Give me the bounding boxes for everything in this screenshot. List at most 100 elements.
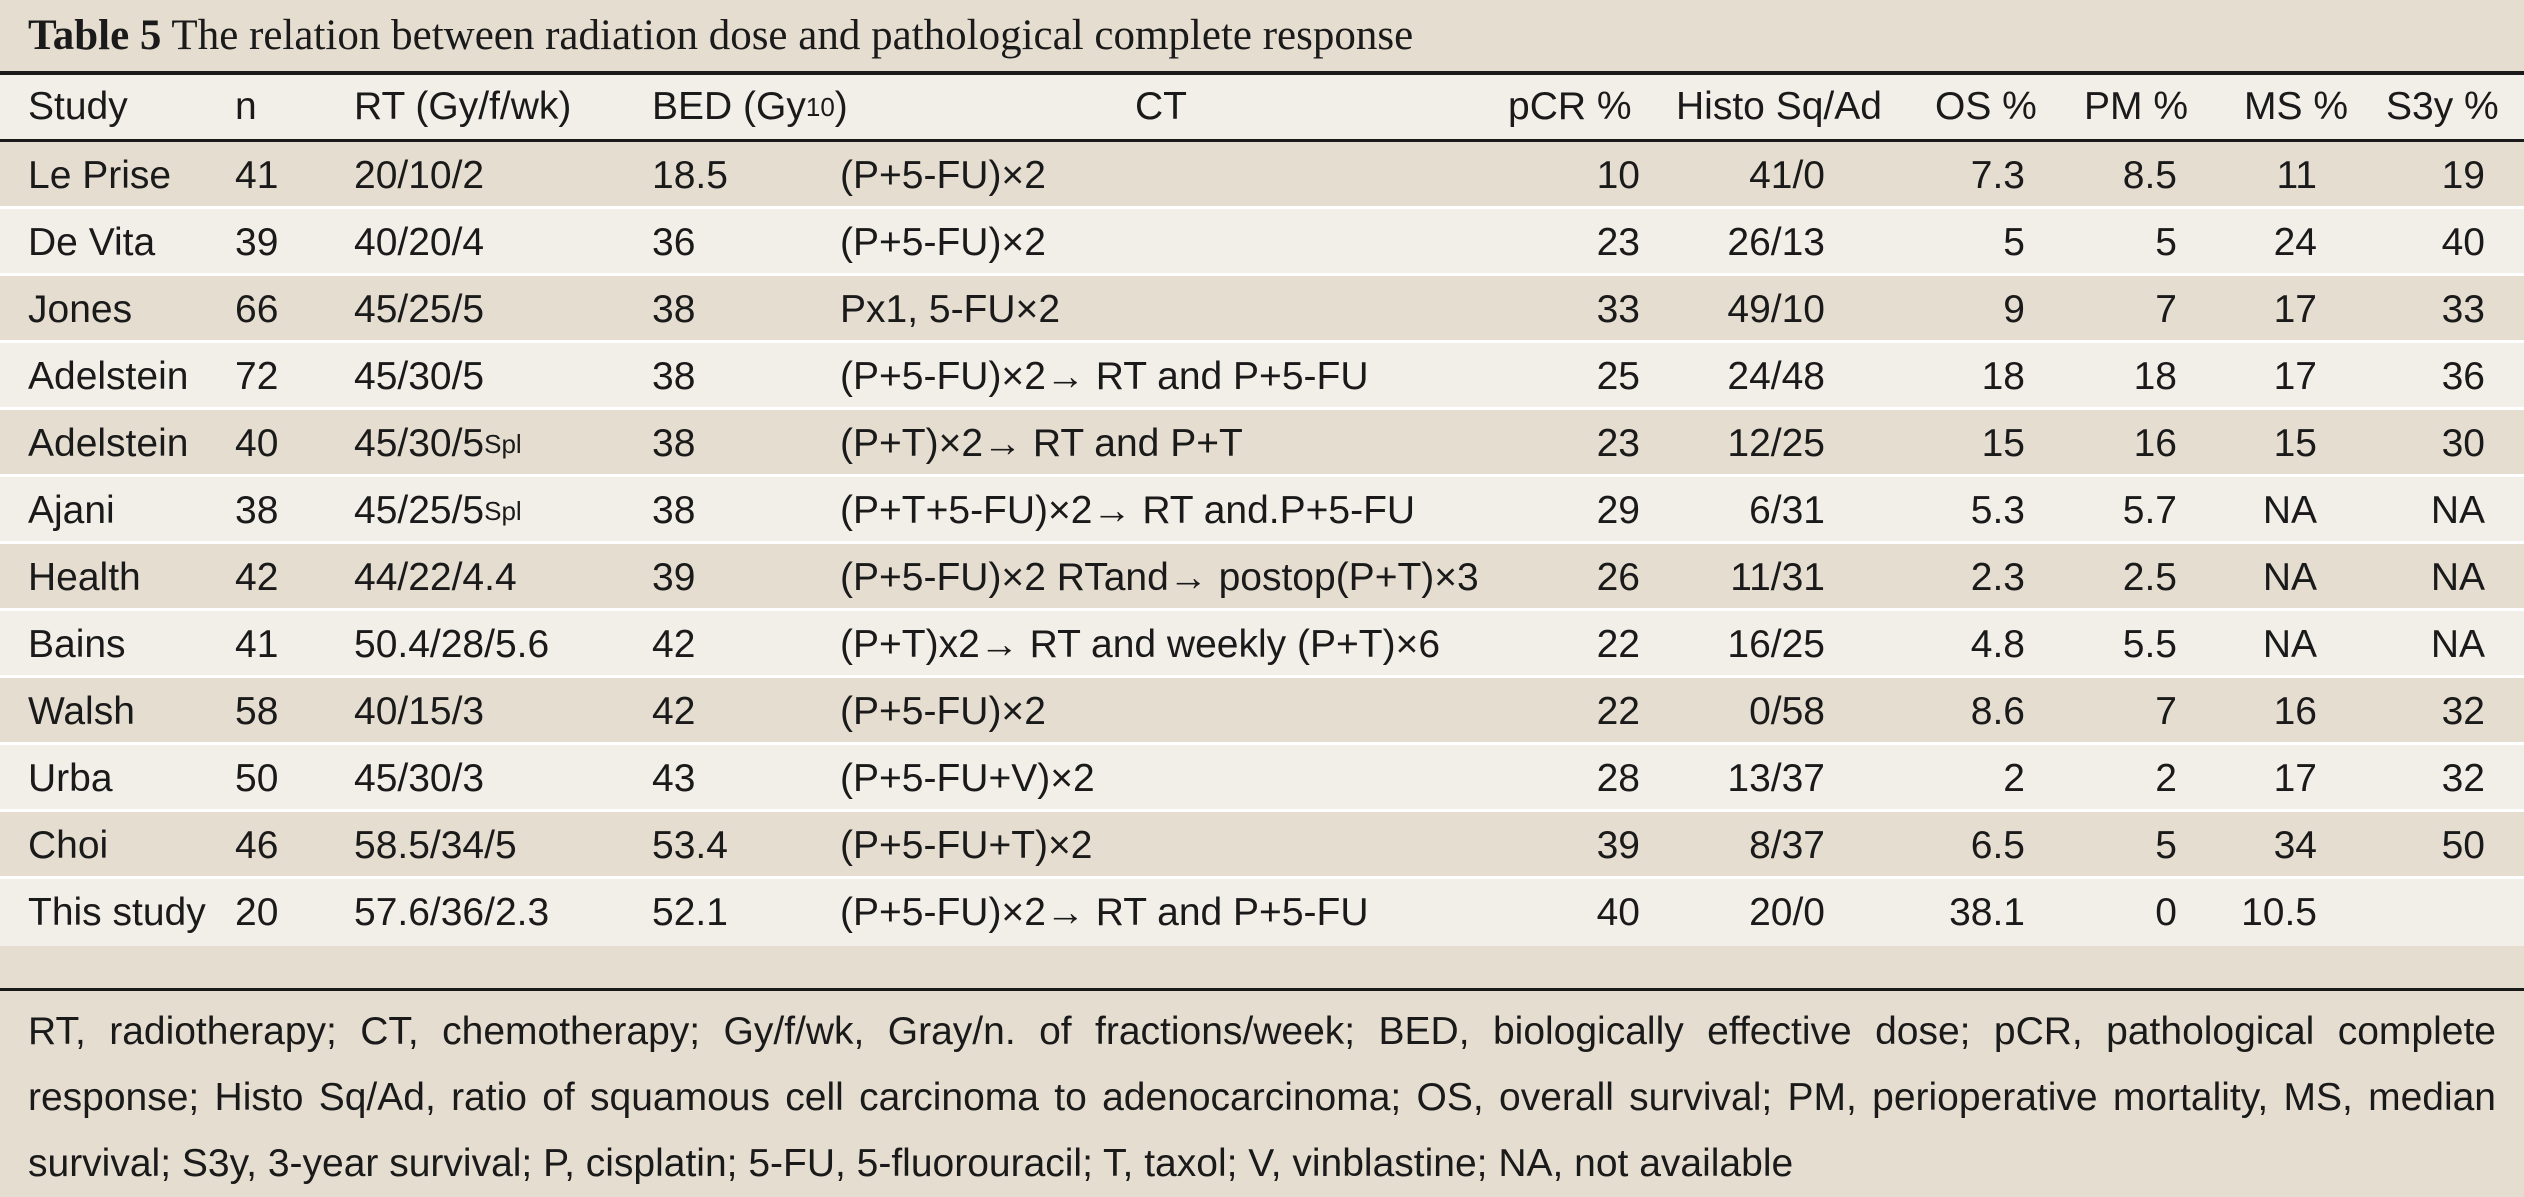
cell-ct-text: (P+5-FU)×2 bbox=[840, 689, 1046, 733]
table-caption: Table 5 The relation between radiation d… bbox=[0, 0, 2524, 71]
cell-study: Bains bbox=[28, 611, 126, 678]
header-pcr: pCR % bbox=[1508, 85, 1632, 128]
header-bed: BED (Gy 10) bbox=[652, 75, 848, 139]
cell-s3y-text: 32 bbox=[2441, 689, 2485, 733]
cell-ct: (P+T)×2→ RT and P+T bbox=[840, 410, 1243, 477]
cell-os: 2.3 bbox=[1840, 544, 2025, 611]
cell-pm-text: 0 bbox=[2155, 890, 2177, 934]
cell-histo: 16/25 bbox=[1640, 611, 1825, 678]
cell-pm: 16 bbox=[2060, 410, 2177, 477]
cell-bed-text: 38 bbox=[652, 488, 696, 532]
cell-pm: 5.5 bbox=[2060, 611, 2177, 678]
cell-rt: 20/10/2 bbox=[354, 142, 484, 209]
cell-pm: 5 bbox=[2060, 209, 2177, 276]
cell-s3y-text: 19 bbox=[2441, 153, 2485, 197]
cell-pm-text: 8.5 bbox=[2122, 153, 2177, 197]
cell-ct-text: Px1, 5-FU×2 bbox=[840, 287, 1061, 331]
cell-s3y-text: 36 bbox=[2441, 354, 2485, 398]
cell-pcr: 22 bbox=[1480, 611, 1640, 678]
cell-ct: (P+5-FU)×2 bbox=[840, 209, 1046, 276]
cell-histo: 8/37 bbox=[1640, 812, 1825, 879]
cell-bed: 38 bbox=[652, 276, 695, 343]
cell-ms: 17 bbox=[2200, 276, 2317, 343]
table-row: Le Prise 41 20/10/2 18.5 (P+5-FU)×2 10 41/0 7.3… bbox=[0, 142, 2524, 209]
cell-study-text: Jones bbox=[28, 287, 133, 331]
cell-ct: (P+5-FU)×2 RTand→ postop(P+T)×3 bbox=[840, 544, 1479, 611]
cell-pcr: 40 bbox=[1480, 879, 1640, 946]
header-bed-label: BED (Gy bbox=[652, 85, 806, 128]
cell-bed-text: 39 bbox=[652, 555, 696, 599]
cell-ms-text: NA bbox=[2262, 555, 2317, 599]
cell-rt-text: 57.6/36/2.3 bbox=[354, 890, 550, 934]
cell-bed-text: 52.1 bbox=[652, 890, 728, 934]
cell-study-text: Health bbox=[28, 555, 141, 599]
cell-s3y: 50 bbox=[2340, 812, 2485, 879]
table-row: Adelstein 72 45/30/5 38 (P+5-FU)×2→ RT and P… bbox=[0, 343, 2524, 410]
cell-os: 2 bbox=[1840, 745, 2025, 812]
table-row: De Vita 39 40/20/4 36 (P+5-FU)×2 23 26/13 5 5 24 4… bbox=[0, 209, 2524, 276]
header-bed-subscript: 10 bbox=[805, 91, 835, 122]
cell-n-text: 66 bbox=[235, 287, 279, 331]
cell-s3y-text: 30 bbox=[2441, 421, 2485, 465]
cell-study: De Vita bbox=[28, 209, 155, 276]
row-separator bbox=[0, 407, 2524, 410]
cell-pcr: 25 bbox=[1480, 343, 1640, 410]
cell-n-text: 50 bbox=[235, 756, 279, 800]
cell-study: This study bbox=[28, 879, 206, 946]
cell-histo-text: 26/13 bbox=[1727, 220, 1825, 264]
cell-os-text: 9 bbox=[2003, 287, 2025, 331]
cell-pcr-text: 26 bbox=[1596, 555, 1640, 599]
table-footnote: RT, radiotherapy; CT, chemotherapy; Gy/f… bbox=[0, 991, 2524, 1194]
cell-ms-text: 34 bbox=[2273, 823, 2317, 867]
cell-study: Jones bbox=[28, 276, 132, 343]
cell-ct-text: (P+T+5-FU)×2→ RT and.P+5-FU bbox=[840, 488, 1416, 532]
cell-ms-text: 17 bbox=[2273, 287, 2317, 331]
row-separator bbox=[0, 675, 2524, 678]
cell-study: Walsh bbox=[28, 678, 135, 745]
cell-histo: 13/37 bbox=[1640, 745, 1825, 812]
cell-os: 18 bbox=[1840, 343, 2025, 410]
cell-n: 20 bbox=[235, 879, 278, 946]
cell-ct: (P+5-FU)×2 bbox=[840, 142, 1046, 209]
cell-pm: 7 bbox=[2060, 678, 2177, 745]
cell-os: 5.3 bbox=[1840, 477, 2025, 544]
cell-ms-text: NA bbox=[2262, 622, 2317, 666]
header-os: OS % bbox=[1935, 85, 2037, 128]
cell-bed: 38 bbox=[652, 410, 695, 477]
cell-study-text: Ajani bbox=[28, 488, 115, 532]
cell-n: 46 bbox=[235, 812, 278, 879]
cell-pm: 2.5 bbox=[2060, 544, 2177, 611]
table-header-row: Study n RT (Gy/f/wk) BED (Gy 10) CT pCR %… bbox=[0, 75, 2524, 139]
cell-s3y: 36 bbox=[2340, 343, 2485, 410]
table-row: Bains 41 50.4/28/5.6 42 (P+T)x2→ RT and week… bbox=[0, 611, 2524, 678]
cell-n-text: 38 bbox=[235, 488, 279, 532]
cell-histo: 26/13 bbox=[1640, 209, 1825, 276]
cell-ms: 10.5 bbox=[2200, 879, 2317, 946]
row-separator bbox=[0, 206, 2524, 209]
cell-pcr: 23 bbox=[1480, 209, 1640, 276]
cell-pcr-text: 33 bbox=[1596, 287, 1640, 331]
cell-bed-text: 38 bbox=[652, 287, 696, 331]
cell-ct-text: (P+5-FU+T)×2 bbox=[840, 823, 1093, 867]
cell-ct: (P+5-FU)×2 bbox=[840, 678, 1046, 745]
header-ms: MS % bbox=[2244, 85, 2349, 128]
cell-s3y: 30 bbox=[2340, 410, 2485, 477]
cell-n-text: 72 bbox=[235, 354, 279, 398]
cell-bed-text: 36 bbox=[652, 220, 696, 264]
cell-rt: 57.6/36/2.3 bbox=[354, 879, 549, 946]
cell-rt: 44/22/4.4 bbox=[354, 544, 517, 611]
cell-bed: 39 bbox=[652, 544, 695, 611]
cell-study-text: Choi bbox=[28, 823, 109, 867]
cell-s3y-text: NA bbox=[2430, 622, 2485, 666]
cell-n-text: 39 bbox=[235, 220, 279, 264]
cell-os: 38.1 bbox=[1840, 879, 2025, 946]
cell-bed-text: 18.5 bbox=[652, 153, 728, 197]
header-n: n bbox=[235, 85, 257, 128]
row-separator bbox=[0, 541, 2524, 544]
cell-pm-text: 5 bbox=[2155, 823, 2177, 867]
cell-rt-text: 40/20/4 bbox=[354, 220, 485, 264]
cell-rt: 40/15/3 bbox=[354, 678, 484, 745]
cell-ct-text: (P+T)×2→ RT and P+T bbox=[840, 421, 1243, 465]
cell-os: 4.8 bbox=[1840, 611, 2025, 678]
header-histo: Histo Sq/Ad bbox=[1676, 85, 1882, 128]
